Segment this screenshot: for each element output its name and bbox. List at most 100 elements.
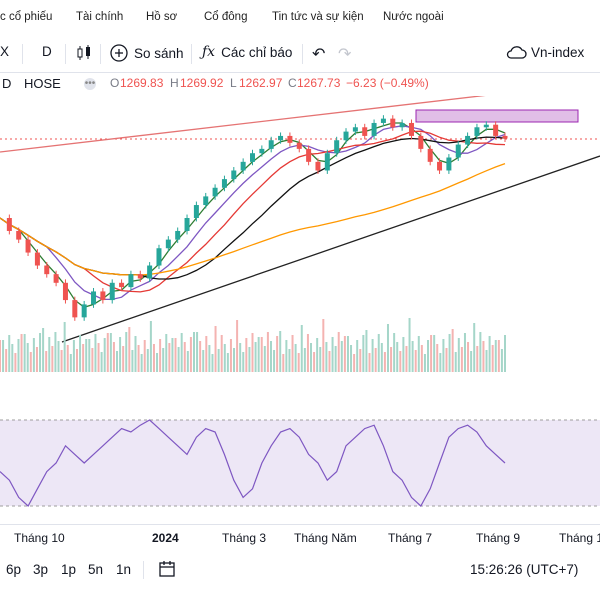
volume-bar [192, 332, 195, 372]
candle-body [53, 274, 59, 283]
volume-bar [119, 337, 122, 372]
legend-open: 1269.83 [120, 76, 164, 90]
volume-bar [248, 347, 251, 372]
candle-body [390, 118, 396, 128]
candle-body [25, 239, 31, 253]
symbol-fragment[interactable]: X [0, 44, 10, 59]
volume-bar [199, 341, 202, 372]
volume-bar [226, 353, 229, 372]
interval-button[interactable]: D [42, 44, 52, 59]
bottom-bar: 6p 3p 1p 5n 1n 15:26:26 (UTC+7) [0, 552, 600, 588]
volume-bar [245, 338, 248, 372]
volume-bar [365, 330, 368, 372]
volume-bar [331, 337, 334, 372]
volume-bar [125, 332, 128, 372]
volume-bar [233, 348, 236, 372]
volume-bar [239, 343, 242, 372]
volume-bar [322, 319, 325, 372]
undo-icon[interactable]: ↶ [312, 46, 326, 63]
price-chart[interactable] [0, 96, 600, 376]
volume-bar [500, 349, 503, 372]
volume-bar [353, 354, 356, 372]
tab-stock[interactable]: c cổ phiếu [0, 11, 53, 23]
candle-body [268, 140, 274, 149]
volume-bar [402, 337, 405, 372]
volume-bar [454, 352, 457, 372]
candle-body [493, 124, 499, 136]
volume-bar [504, 335, 506, 372]
range-3p[interactable]: 3p [33, 562, 49, 577]
volume-bar [436, 344, 439, 372]
volume-bar [445, 348, 448, 372]
volume-bar [368, 353, 371, 372]
candle-body [380, 118, 386, 123]
volume-bar [60, 350, 63, 372]
volume-bar [79, 335, 82, 372]
candle-body [128, 274, 134, 288]
range-1n[interactable]: 1n [116, 562, 132, 577]
candle-body [62, 282, 68, 301]
volume-bar [485, 350, 488, 372]
index-selector[interactable]: Vn-index [505, 44, 584, 60]
volume-bar [100, 352, 103, 372]
tab-foreign[interactable]: Nước ngoài [383, 11, 444, 23]
volume-bar [208, 345, 211, 372]
more-dots-icon[interactable]: ••• [84, 78, 96, 90]
volume-bar [174, 338, 177, 372]
volume-bar [316, 338, 319, 372]
candle-body [287, 135, 293, 143]
volume-bar [229, 339, 232, 372]
volume-bar [137, 345, 140, 372]
volume-bar [183, 342, 186, 372]
tab-finance[interactable]: Tài chính [76, 11, 124, 23]
tab-profile[interactable]: Hồ sơ [146, 11, 178, 23]
candle-body [437, 161, 443, 171]
volume-bar [439, 353, 442, 372]
volume-bar [386, 324, 389, 372]
volume-bar [497, 340, 500, 372]
volume-bar [303, 348, 306, 372]
volume-bar [146, 349, 149, 372]
candle-body [165, 239, 171, 249]
tab-news[interactable]: Tin tức và sự kiện [272, 11, 364, 23]
range-5n[interactable]: 5n [88, 562, 104, 577]
legend-high: 1269.92 [180, 76, 224, 90]
legend-o-label: O [110, 76, 120, 90]
range-6p[interactable]: 6p [6, 562, 22, 577]
calendar-icon[interactable] [158, 560, 176, 581]
volume-bar [414, 350, 417, 372]
volume-bar [396, 342, 399, 372]
volume-bar [165, 334, 168, 372]
fx-icon: ƒx [202, 44, 216, 60]
volume-bar [393, 333, 396, 372]
volume-bar [223, 344, 226, 372]
divider [302, 44, 303, 64]
volume-bar [491, 345, 494, 372]
volume-bar [442, 339, 445, 372]
tab-shareholders[interactable]: Cổ đông [204, 11, 248, 23]
range-1p[interactable]: 1p [61, 562, 77, 577]
legend-exchange: HOSE [24, 76, 61, 91]
volume-bar [417, 336, 420, 372]
redo-icon[interactable]: ↷ [338, 46, 352, 63]
candle-body [343, 131, 349, 141]
legend-low: 1262.97 [239, 76, 283, 90]
clock-time: 15:26:26 (UTC+7) [470, 562, 579, 577]
volume-bar [17, 339, 20, 372]
volume-bar [66, 345, 69, 372]
volume-bar [288, 349, 291, 372]
candle-body [137, 274, 143, 279]
rsi-panel[interactable] [0, 410, 600, 515]
candles-icon[interactable] [76, 44, 92, 62]
volume-bar [276, 336, 279, 372]
volume-bar [356, 340, 359, 372]
candle-body [408, 122, 414, 136]
volume-bar [291, 335, 294, 372]
compare-button[interactable]: So sánh [110, 44, 184, 62]
indicators-button[interactable]: ƒx Các chỉ báo [202, 44, 292, 60]
volume-bar [32, 338, 35, 372]
volume-bar [371, 339, 374, 372]
volume-bar [202, 350, 205, 372]
volume-bar [140, 354, 143, 372]
volume-bar [2, 340, 5, 372]
